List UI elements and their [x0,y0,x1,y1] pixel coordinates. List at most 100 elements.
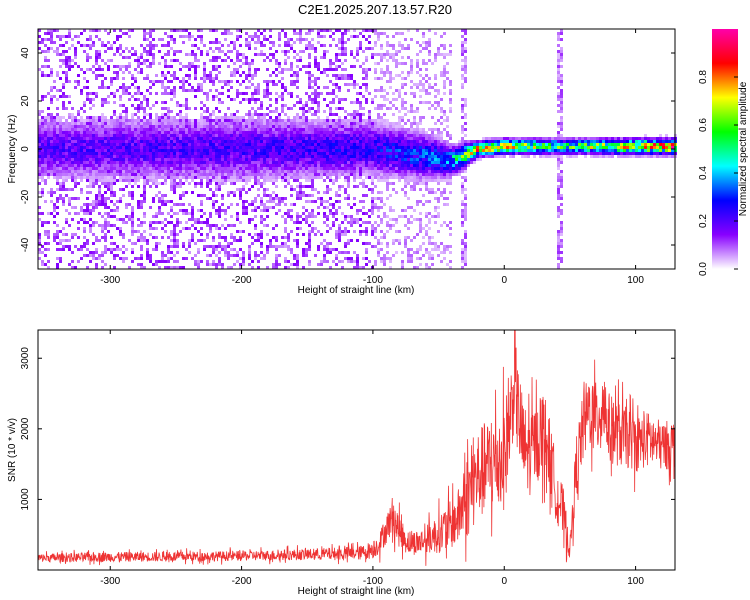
heatmap-cell [377,179,380,182]
heatmap-cell [248,155,251,158]
heatmap-cell [125,185,128,188]
heatmap-cell [206,176,209,179]
heatmap-cell [317,206,320,209]
heatmap-cell [122,119,125,122]
heatmap-cell [176,134,179,137]
heatmap-cell [248,140,251,143]
heatmap-cell [194,158,197,161]
heatmap-cell [38,35,41,38]
heatmap-cell [284,173,287,176]
heatmap-cell [194,59,197,62]
heatmap-cell [134,179,137,182]
heatmap-cell [56,119,59,122]
heatmap-cell [338,98,341,101]
heatmap-cell [101,104,104,107]
heatmap-cell [227,173,230,176]
heatmap-cell [377,128,380,131]
heatmap-cell [53,221,56,224]
heatmap-cell [359,125,362,128]
heatmap-cell [149,152,152,155]
heatmap-cell [308,194,311,197]
heatmap-cell [191,173,194,176]
heatmap-cell [107,119,110,122]
heatmap-cell [356,125,359,128]
heatmap-cell [173,41,176,44]
heatmap-cell [293,104,296,107]
heatmap-cell [266,125,269,128]
heatmap-cell [86,212,89,215]
heatmap-cell [284,59,287,62]
heatmap-cell [206,161,209,164]
heatmap-cell [203,164,206,167]
heatmap-cell [275,83,278,86]
heatmap-cell [68,146,71,149]
heatmap-cell [245,98,248,101]
heatmap-cell [254,224,257,227]
heatmap-cell [251,176,254,179]
heatmap-cell [371,170,374,173]
heatmap-cell [371,146,374,149]
heatmap-cell [86,140,89,143]
heatmap-cell [113,137,116,140]
heatmap-cell [221,131,224,134]
heatmap-cell [281,143,284,146]
heatmap-cell [275,266,278,269]
heatmap-cell [44,179,47,182]
heatmap-cell [185,221,188,224]
heatmap-cell [104,251,107,254]
heatmap-cell [68,170,71,173]
heatmap-cell [50,155,53,158]
heatmap-cell [212,170,215,173]
heatmap-cell [101,227,104,230]
heatmap-cell [113,140,116,143]
heatmap-cell [164,266,167,269]
heatmap-cell [173,230,176,233]
heatmap-cell [374,176,377,179]
heatmap-cell [203,77,206,80]
heatmap-cell [236,230,239,233]
heatmap-cell [128,98,131,101]
heatmap-cell [317,191,320,194]
heatmap-cell [203,128,206,131]
heatmap-cell [242,134,245,137]
heatmap-cell [278,122,281,125]
heatmap-cell [314,89,317,92]
heatmap-cell [137,176,140,179]
heatmap-cell [71,161,74,164]
heatmap-cell [299,146,302,149]
heatmap-cell [155,137,158,140]
heatmap-cell [65,149,68,152]
heatmap-cell [281,119,284,122]
heatmap-cell [173,122,176,125]
heatmap-cell [380,206,383,209]
heatmap-cell [125,164,128,167]
heatmap-cell [365,146,368,149]
heatmap-cell [293,80,296,83]
heatmap-cell [152,38,155,41]
heatmap-cell [89,209,92,212]
heatmap-cell [191,224,194,227]
heatmap-cell [95,170,98,173]
heatmap-cell [368,146,371,149]
heatmap-cell [185,155,188,158]
heatmap-cell [164,74,167,77]
heatmap-cell [125,206,128,209]
heatmap-cell [149,221,152,224]
heatmap-cell [158,242,161,245]
heatmap-cell [158,176,161,179]
heatmap-cell [296,161,299,164]
heatmap-cell [113,257,116,260]
heatmap-cell [359,104,362,107]
heatmap-cell [110,173,113,176]
heatmap-cell [176,167,179,170]
heatmap-cell [110,191,113,194]
heatmap-cell [275,194,278,197]
heatmap-cell [218,182,221,185]
heatmap-cell [323,119,326,122]
heatmap-cell [125,155,128,158]
heatmap-cell [47,59,50,62]
heatmap-cell [170,128,173,131]
heatmap-cell [95,92,98,95]
heatmap-cell [269,80,272,83]
heatmap-cell [332,170,335,173]
